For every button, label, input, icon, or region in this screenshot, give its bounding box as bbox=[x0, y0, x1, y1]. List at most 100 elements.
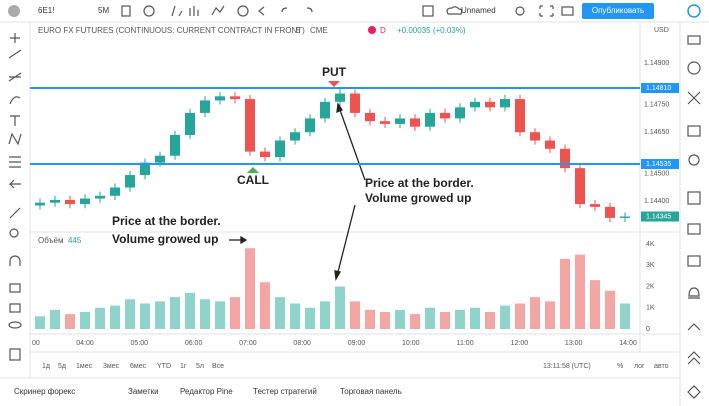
candle-body bbox=[440, 112, 450, 119]
time-tick-label: 12:00 bbox=[511, 340, 529, 347]
candle-body bbox=[410, 118, 420, 127]
candle-body bbox=[65, 199, 75, 205]
range-button[interactable]: 3мес bbox=[103, 363, 120, 370]
tab[interactable]: Скринер форекс bbox=[14, 387, 75, 396]
drawing-tools[interactable] bbox=[8, 33, 22, 361]
arrows bbox=[229, 102, 366, 282]
time-tick-label: 07:00 bbox=[239, 340, 257, 347]
candle-body bbox=[125, 175, 135, 188]
legend-interval: 5 bbox=[296, 26, 301, 35]
volume-bar bbox=[485, 312, 495, 329]
range-button[interactable]: 1д bbox=[42, 363, 50, 370]
volume-bar bbox=[170, 297, 180, 329]
log-toggle[interactable]: лог bbox=[634, 363, 645, 370]
volume-bar bbox=[335, 286, 345, 329]
candles bbox=[35, 88, 630, 223]
volume-bar bbox=[95, 307, 105, 329]
range-button[interactable]: 1мес bbox=[76, 363, 93, 370]
volume-bar bbox=[590, 280, 600, 329]
volume-bar bbox=[65, 314, 75, 329]
candle-body bbox=[140, 162, 150, 176]
volume-tick-label: 1K bbox=[646, 305, 655, 312]
range-button[interactable]: Все bbox=[212, 363, 224, 370]
toolbar-icons[interactable] bbox=[121, 5, 574, 17]
range-button[interactable]: YTD bbox=[157, 363, 171, 370]
candle-body bbox=[395, 118, 405, 124]
put-marker bbox=[328, 81, 340, 87]
volume-bar bbox=[545, 301, 555, 329]
tab[interactable]: Торговая панель bbox=[340, 387, 402, 396]
candle-body bbox=[380, 121, 390, 124]
volume-bar bbox=[140, 303, 150, 329]
tab[interactable]: Редактор Pine bbox=[180, 387, 233, 396]
volume-bar bbox=[605, 290, 615, 329]
avatar[interactable] bbox=[8, 5, 20, 17]
interval[interactable]: 5M bbox=[98, 6, 109, 15]
candle-body bbox=[620, 216, 630, 218]
volume-tick-label: 4K bbox=[646, 241, 655, 248]
volume-bar bbox=[155, 301, 165, 329]
candle-body bbox=[155, 155, 165, 163]
layout-name[interactable]: Unnamed bbox=[461, 6, 496, 15]
note-left-line1: Price at the border. bbox=[112, 214, 221, 228]
candle-body bbox=[275, 140, 285, 158]
level-tag bbox=[641, 159, 679, 170]
last-price-tag bbox=[641, 211, 679, 222]
publish-label[interactable]: Опубликовать bbox=[592, 6, 644, 15]
percent-toggle[interactable]: % bbox=[617, 363, 623, 370]
publish-button[interactable] bbox=[582, 3, 654, 19]
tab[interactable]: Тестер стратегий bbox=[253, 387, 317, 396]
range-button[interactable]: 6мес bbox=[130, 363, 147, 370]
candle-body bbox=[185, 112, 195, 135]
volume-bar bbox=[440, 312, 450, 329]
volume-bar bbox=[410, 314, 420, 329]
candle-body bbox=[110, 187, 120, 196]
candle-body bbox=[545, 140, 555, 149]
volume-tick-label: 2K bbox=[646, 283, 655, 290]
time-tick-label: 04:00 bbox=[76, 340, 94, 347]
help-icon[interactable] bbox=[687, 4, 701, 18]
right-widgets[interactable] bbox=[687, 35, 701, 399]
candle-body bbox=[425, 112, 435, 127]
auto-toggle[interactable]: авто bbox=[654, 363, 669, 370]
candle-body bbox=[200, 100, 210, 113]
note-left-line2: Volume growed up bbox=[112, 232, 218, 246]
last-price-label: 1.14345 bbox=[646, 213, 671, 220]
candle-body bbox=[50, 199, 60, 203]
volume-label: Объём bbox=[38, 236, 64, 245]
candle-body bbox=[95, 195, 105, 199]
bottom-tabs: Скринер форекс Заметки Редактор Pine Тестер… bbox=[14, 387, 402, 396]
call-label: CALL bbox=[237, 173, 269, 187]
volume-bar bbox=[380, 312, 390, 329]
candle-body bbox=[215, 96, 225, 101]
range-button[interactable]: 1г bbox=[180, 363, 187, 370]
candle-body bbox=[290, 132, 300, 141]
range-button[interactable]: 5д bbox=[58, 363, 66, 370]
candle-body bbox=[365, 112, 375, 122]
candle-body bbox=[590, 204, 600, 207]
legend-title: EURO FX FUTURES (CONTINUOUS: CURRENT CON… bbox=[38, 26, 305, 35]
candle-body bbox=[260, 151, 270, 158]
candle-body bbox=[335, 93, 345, 102]
candle-body bbox=[230, 96, 240, 100]
volume-bar bbox=[350, 301, 360, 329]
note-right-line2: Volume growed up bbox=[365, 191, 471, 205]
volume-bar bbox=[575, 254, 585, 329]
time-tick-label: 08:00 bbox=[293, 340, 311, 347]
candle-body bbox=[560, 148, 570, 169]
candle-body bbox=[575, 168, 585, 205]
volume-bar bbox=[110, 305, 120, 329]
volume-bar bbox=[500, 305, 510, 329]
volume-bars bbox=[35, 248, 630, 329]
range-button[interactable]: 5л bbox=[196, 363, 204, 370]
volume-bar bbox=[305, 307, 315, 329]
volume-bar bbox=[185, 292, 195, 329]
candle-body bbox=[170, 135, 180, 156]
price-tick-label: 1.14400 bbox=[644, 198, 669, 205]
volume-bar bbox=[35, 316, 45, 329]
tab[interactable]: Заметки bbox=[128, 387, 159, 396]
price-tick-label: 1.14650 bbox=[644, 129, 669, 136]
symbol[interactable]: 6E1! bbox=[38, 6, 54, 15]
level-tag bbox=[641, 83, 679, 94]
